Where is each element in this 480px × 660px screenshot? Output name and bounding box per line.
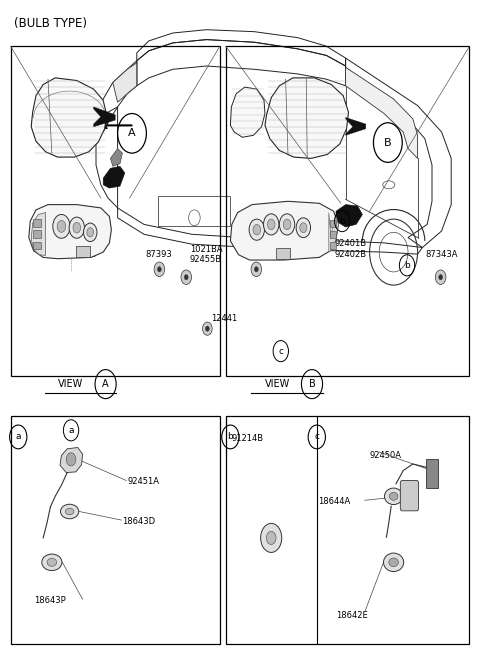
Text: 92401B
92402B: 92401B 92402B xyxy=(335,240,366,259)
Text: (BULB TYPE): (BULB TYPE) xyxy=(14,16,87,30)
Text: 91214B: 91214B xyxy=(231,434,264,444)
Text: b: b xyxy=(228,432,233,442)
Polygon shape xyxy=(265,78,348,158)
Circle shape xyxy=(66,453,76,466)
Polygon shape xyxy=(94,107,115,127)
Text: 1021BA
92455B: 1021BA 92455B xyxy=(190,245,222,264)
Text: a: a xyxy=(15,432,21,442)
Circle shape xyxy=(266,531,276,544)
Bar xyxy=(226,416,469,644)
Circle shape xyxy=(254,267,258,272)
Bar xyxy=(330,242,336,249)
Text: c: c xyxy=(314,432,319,442)
Ellipse shape xyxy=(42,554,62,570)
Circle shape xyxy=(435,270,446,284)
Text: B: B xyxy=(384,137,392,148)
Ellipse shape xyxy=(65,508,74,515)
Polygon shape xyxy=(31,78,107,157)
Text: B: B xyxy=(309,379,315,389)
Bar xyxy=(33,230,41,238)
Text: A: A xyxy=(102,379,109,389)
Text: 18644A: 18644A xyxy=(318,497,350,506)
Text: A: A xyxy=(128,128,136,139)
Circle shape xyxy=(264,214,279,235)
Text: 92451A: 92451A xyxy=(127,477,159,486)
Text: 12441: 12441 xyxy=(211,314,238,323)
Polygon shape xyxy=(329,213,338,252)
Circle shape xyxy=(249,219,264,240)
Text: 87393: 87393 xyxy=(145,249,172,259)
Polygon shape xyxy=(31,213,46,255)
Circle shape xyxy=(84,223,97,242)
Text: 18643P: 18643P xyxy=(34,596,65,605)
Bar xyxy=(11,46,220,376)
Text: 86910: 86910 xyxy=(241,249,268,259)
Bar xyxy=(276,248,290,259)
Text: c: c xyxy=(278,346,283,356)
Polygon shape xyxy=(113,63,137,102)
Ellipse shape xyxy=(384,553,404,572)
Circle shape xyxy=(439,275,443,280)
Text: VIEW: VIEW xyxy=(59,379,84,389)
Polygon shape xyxy=(346,117,366,135)
Circle shape xyxy=(296,218,311,238)
Circle shape xyxy=(69,217,84,238)
Circle shape xyxy=(53,214,70,238)
Circle shape xyxy=(283,219,291,230)
Polygon shape xyxy=(60,447,83,473)
Circle shape xyxy=(87,228,94,237)
Circle shape xyxy=(184,275,188,280)
Circle shape xyxy=(57,220,66,232)
Text: VIEW: VIEW xyxy=(265,379,290,389)
Polygon shape xyxy=(336,205,362,227)
Ellipse shape xyxy=(389,558,398,566)
Text: a: a xyxy=(68,426,74,435)
Circle shape xyxy=(157,267,161,272)
Text: 92405
92406: 92405 92406 xyxy=(71,240,97,259)
Ellipse shape xyxy=(389,492,398,500)
Text: 18643D: 18643D xyxy=(122,517,156,526)
Bar xyxy=(226,46,469,376)
Bar xyxy=(33,242,41,249)
Bar xyxy=(426,459,438,488)
Polygon shape xyxy=(29,205,111,259)
Bar xyxy=(33,219,41,227)
Text: 87343A: 87343A xyxy=(425,249,458,259)
Polygon shape xyxy=(230,201,338,260)
Circle shape xyxy=(203,322,212,335)
Polygon shape xyxy=(110,148,122,166)
Ellipse shape xyxy=(384,488,403,504)
Bar xyxy=(158,196,230,226)
Circle shape xyxy=(205,326,209,331)
Polygon shape xyxy=(230,87,265,137)
Bar xyxy=(76,246,90,257)
Circle shape xyxy=(73,222,81,233)
Circle shape xyxy=(181,270,192,284)
Circle shape xyxy=(253,224,261,235)
Bar xyxy=(11,416,220,644)
Text: b: b xyxy=(339,216,345,226)
Polygon shape xyxy=(346,67,418,158)
Polygon shape xyxy=(103,166,125,188)
Bar xyxy=(330,220,336,227)
Text: 18642E: 18642E xyxy=(336,610,368,620)
Circle shape xyxy=(261,523,282,552)
Ellipse shape xyxy=(47,558,57,566)
Text: 92450A: 92450A xyxy=(370,451,402,460)
Ellipse shape xyxy=(60,504,79,519)
Text: b: b xyxy=(404,261,410,270)
Circle shape xyxy=(251,262,262,277)
Circle shape xyxy=(300,223,307,232)
Bar xyxy=(330,231,336,238)
Circle shape xyxy=(154,262,165,277)
Circle shape xyxy=(267,219,275,230)
Circle shape xyxy=(279,214,295,235)
FancyBboxPatch shape xyxy=(400,480,419,511)
